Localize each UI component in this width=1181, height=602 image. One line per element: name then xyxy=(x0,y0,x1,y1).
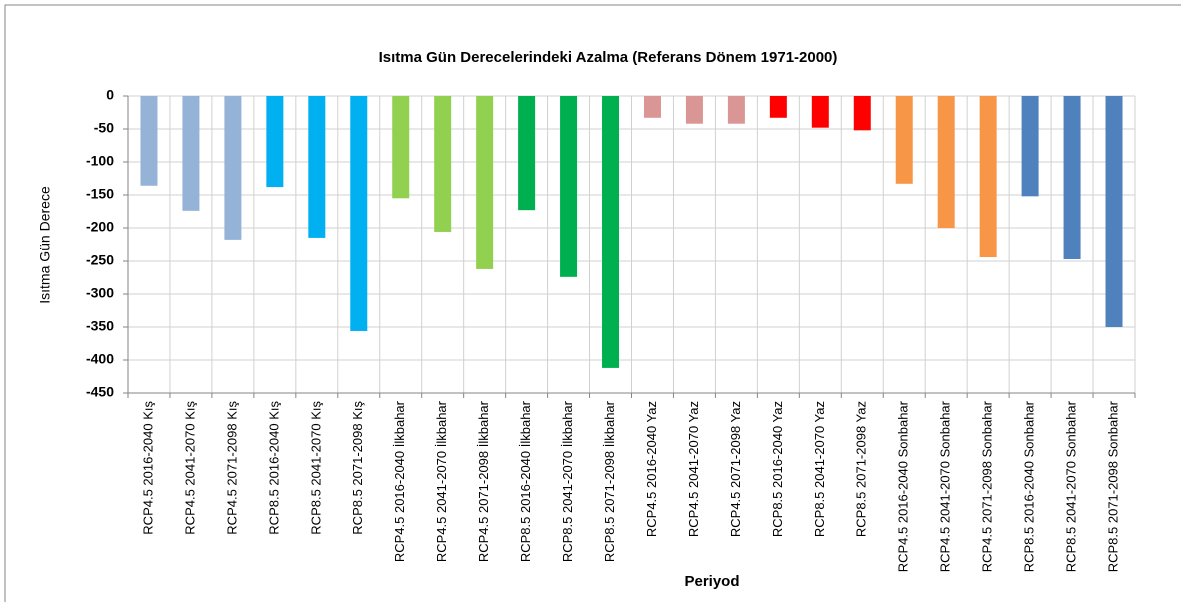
bar xyxy=(140,96,158,186)
x-tick-label: RCP8.5 2016-2040 Kış xyxy=(266,401,281,535)
x-tick-label: RCP8.5 2071-2098 Kış xyxy=(350,401,365,535)
x-axis-title: Periyod xyxy=(684,573,739,590)
x-tick-label: RCP8.5 2041-2070 Sonbahar xyxy=(1064,400,1079,572)
y-tick-label: -250 xyxy=(86,252,114,268)
bar xyxy=(1063,96,1081,260)
y-tick-label: -100 xyxy=(86,153,114,169)
x-tick-label: RCP4.5 2041-2070 Yaz xyxy=(686,401,701,537)
bar xyxy=(224,96,242,240)
bar xyxy=(853,96,871,131)
bar xyxy=(350,96,368,331)
x-tick-label: RCP8.5 2041-2070 Kış xyxy=(308,401,323,535)
bar xyxy=(727,96,745,124)
x-tick-label: RCP4.5 2041-2070 İlkbahar xyxy=(434,400,449,562)
bar xyxy=(937,96,955,228)
y-tick-label: -450 xyxy=(86,384,114,400)
bar xyxy=(476,96,494,269)
y-tick-label: -50 xyxy=(94,120,114,136)
y-tick-label: -350 xyxy=(86,318,114,334)
bar xyxy=(1105,96,1123,327)
x-tick-label: RCP8.5 2016-2040 Yaz xyxy=(770,401,785,537)
bar xyxy=(266,96,284,188)
bar xyxy=(392,96,410,199)
y-tick-label: -200 xyxy=(86,219,114,235)
y-axis-title: Isıtma Gün Derece xyxy=(37,186,53,304)
x-tick-label: RCP8.5 2016-2040 Sonbahar xyxy=(1022,400,1037,572)
x-tick-label: RCP4.5 2016-2040 Yaz xyxy=(644,401,659,537)
bar xyxy=(518,96,536,211)
bar xyxy=(811,96,829,128)
x-tick-label: RCP4.5 2016-2040 Sonbahar xyxy=(896,400,911,572)
x-tick-label: RCP4.5 2071-2098 Kış xyxy=(224,401,239,535)
x-tick-label: RCP8.5 2071-2098 İlkbahar xyxy=(602,400,617,562)
x-tick-label: RCP4.5 2016-2040 Kış xyxy=(140,401,155,535)
y-tick-label: -400 xyxy=(86,351,114,367)
bar xyxy=(434,96,452,232)
x-tick-label: RCP8.5 2071-2098 Sonbahar xyxy=(1105,400,1120,572)
x-tick-label: RCP4.5 2041-2070 Sonbahar xyxy=(938,400,953,572)
x-tick-label: RCP4.5 2071-2098 İlkbahar xyxy=(476,400,491,562)
bar xyxy=(182,96,200,211)
y-tick-label: 0 xyxy=(106,87,114,103)
bar xyxy=(895,96,913,184)
x-tick-label: RCP8.5 2041-2070 Yaz xyxy=(812,401,827,537)
x-tick-label: RCP4.5 2016-2040 İlkbahar xyxy=(392,400,407,562)
bar xyxy=(769,96,787,118)
x-tick-label: RCP8.5 2016-2040 İlkbahar xyxy=(518,400,533,562)
bar xyxy=(979,96,997,258)
chart-title: Isıtma Gün Derecelerindeki Azalma (Refer… xyxy=(379,49,838,66)
bar xyxy=(643,96,661,118)
x-tick-label: RCP4.5 2071-2098 Yaz xyxy=(728,401,743,537)
bar xyxy=(308,96,326,238)
bar xyxy=(560,96,578,277)
bar xyxy=(602,96,620,368)
x-tick-label: RCP8.5 2041-2070 İlkbahar xyxy=(560,400,575,562)
x-tick-label: RCP8.5 2071-2098 Yaz xyxy=(854,401,869,537)
bar xyxy=(685,96,703,124)
y-tick-label: -300 xyxy=(86,285,114,301)
bar xyxy=(1021,96,1039,197)
x-tick-label: RCP4.5 2041-2070 Kış xyxy=(182,401,197,535)
x-tick-label: RCP4.5 2071-2098 Sonbahar xyxy=(980,400,995,572)
y-tick-label: -150 xyxy=(86,186,114,202)
